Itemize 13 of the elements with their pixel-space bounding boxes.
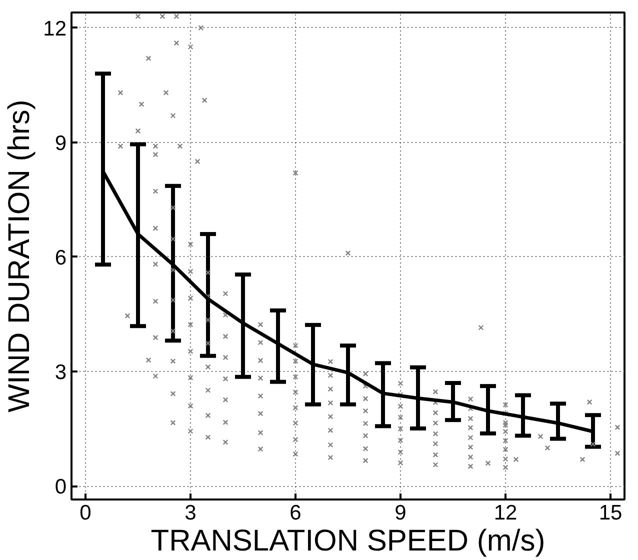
x-tick-label: 15 xyxy=(598,502,622,524)
y-axis-title: WIND DURATION (hrs) xyxy=(3,100,36,412)
y-tick-label: 0 xyxy=(54,476,67,499)
x-tick-label: 9 xyxy=(394,502,406,524)
y-tick-label: 9 xyxy=(54,132,67,155)
x-tick-label: 12 xyxy=(494,502,518,524)
y-tick-label: 12 xyxy=(43,17,66,40)
y-tick-label: 3 xyxy=(54,361,67,384)
y-tick-label: 6 xyxy=(54,246,67,270)
x-tick-label: 3 xyxy=(184,502,196,524)
x-tick-label: 6 xyxy=(290,502,302,524)
x-tick-label: 0 xyxy=(80,502,92,524)
x-axis-title: TRANSLATION SPEED (m/s) xyxy=(150,524,546,558)
